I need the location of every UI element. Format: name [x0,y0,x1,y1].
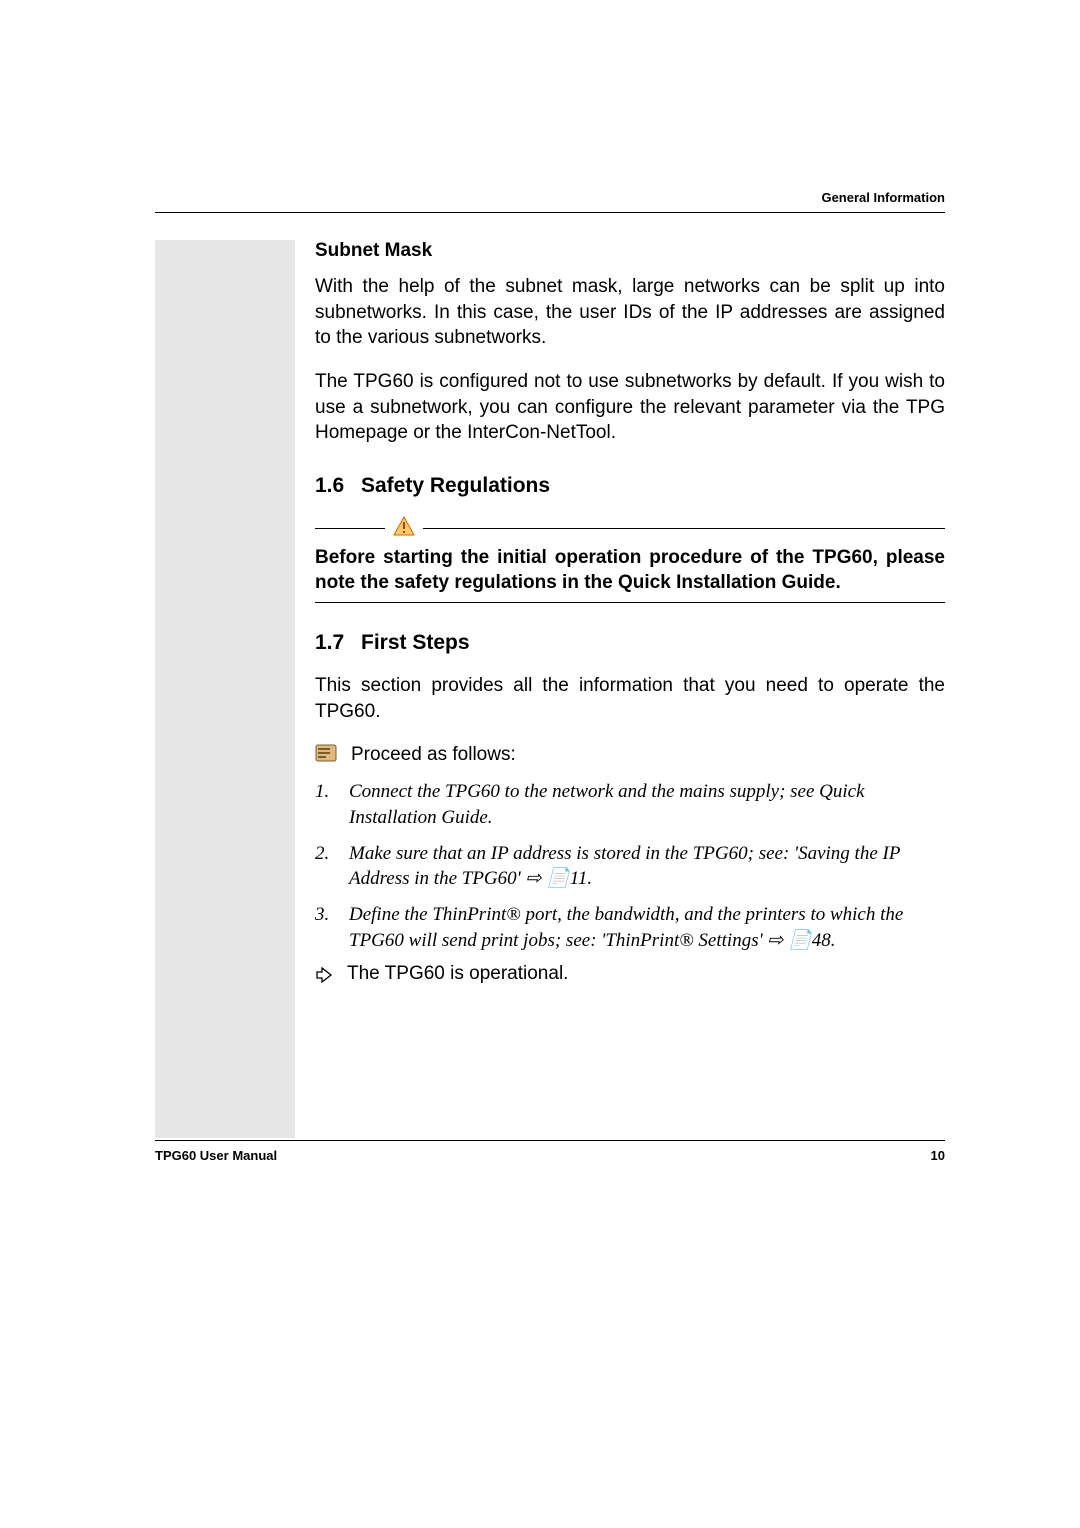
result-line: The TPG60 is operational. [315,963,945,989]
safety-alert: Before starting the initial operation pr… [315,516,945,603]
header-section-label: General Information [821,190,945,205]
result-icon [315,966,333,989]
first-steps-heading: 1.7First Steps [315,631,945,655]
proceed-line: Proceed as follows: [315,742,945,767]
safety-alert-text: Before starting the initial operation pr… [315,545,945,603]
safety-number: 1.6 [315,474,361,498]
footer-page-number: 10 [931,1148,945,1163]
proceed-text: Proceed as follows: [351,744,516,766]
first-steps-title: First Steps [361,631,470,654]
warning-icon [393,516,415,541]
safety-heading: 1.6Safety Regulations [315,474,945,498]
step-item: Define the ThinPrint® port, the bandwidt… [315,902,945,953]
alert-line-left [315,528,385,529]
subnet-para-1: With the help of the subnet mask, large … [315,274,945,351]
alert-line-right [423,528,945,529]
main-content: Subnet Mask With the help of the subnet … [315,240,945,989]
result-text: The TPG60 is operational. [347,963,568,985]
steps-list: Connect the TPG60 to the network and the… [315,779,945,953]
proceed-icon [315,744,337,767]
page: General Information Subnet Mask With the… [0,0,1080,1528]
subnet-mask-title: Subnet Mask [315,240,945,262]
first-steps-number: 1.7 [315,631,361,655]
footer-manual-name: TPG60 User Manual [155,1148,277,1163]
step-item: Connect the TPG60 to the network and the… [315,779,945,830]
first-steps-intro: This section provides all the informatio… [315,673,945,724]
header-rule [155,212,945,213]
subnet-para-2: The TPG60 is configured not to use subne… [315,369,945,446]
step-item: Make sure that an IP address is stored i… [315,841,945,892]
sidebar-gray [155,240,295,1138]
footer: TPG60 User Manual 10 [155,1148,945,1163]
safety-title: Safety Regulations [361,474,550,497]
alert-top-line [315,516,945,541]
footer-rule [155,1140,945,1141]
